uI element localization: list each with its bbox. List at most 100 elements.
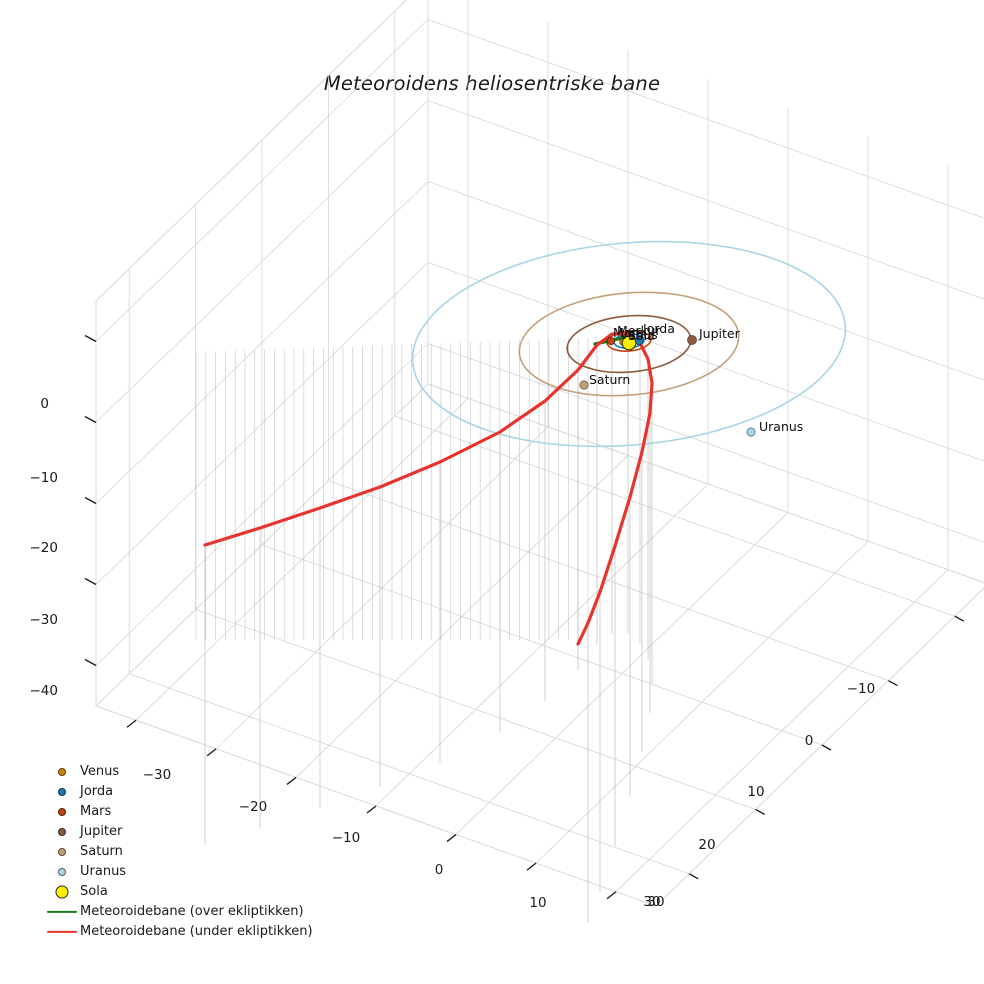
axis-tick [286, 776, 297, 785]
legend-item-uranus[interactable]: Uranus [44, 862, 334, 882]
axis-tick [126, 719, 137, 728]
line-swatch-icon [47, 910, 77, 914]
legend-label: Jupiter [80, 824, 123, 839]
grid-line [95, 262, 429, 585]
grid-line [95, 0, 408, 302]
legend-line-icon-1 [44, 922, 80, 942]
axis-tick [84, 334, 97, 343]
legend-item-line-0[interactable]: Meteoroidebane (over ekliptikken) [44, 902, 334, 922]
grid-line [427, 19, 984, 219]
planet-dot-icon [58, 828, 66, 836]
axis-tick [954, 615, 965, 622]
axis-tick [688, 873, 699, 880]
axis-tick [755, 808, 765, 815]
legend-marker-icon-mars [44, 802, 80, 822]
grid-line [427, 383, 984, 584]
planet-dot-icon [55, 885, 69, 899]
legend-label: Sola [80, 884, 108, 899]
x-tick-label-3: 0 [434, 862, 444, 878]
z-tick-label-2: −20 [29, 540, 59, 556]
x-tick-label-2: −10 [331, 830, 361, 846]
planet-marker-saturn [579, 380, 589, 390]
planet-dot-icon [58, 868, 66, 876]
y-tick-label-1: 0 [804, 733, 814, 749]
orbit-layer [411, 240, 847, 448]
x-tick-label-5: 30 [647, 894, 665, 910]
axis-tick [526, 862, 537, 871]
planet-label-saturn: Saturn [589, 372, 631, 387]
axis-tick [84, 496, 97, 505]
legend-label: Meteoroidebane (under ekliptikken) [80, 924, 313, 939]
grid-line [95, 19, 429, 342]
grid-line [427, 262, 984, 462]
grid-line [261, 544, 823, 746]
legend-item-line-1[interactable]: Meteoroidebane (under ekliptikken) [44, 922, 334, 942]
planet-label-jupiter: Jupiter [699, 326, 740, 341]
planet-marker-mars [606, 336, 616, 346]
legend-marker-icon-uranus [44, 862, 80, 882]
line-swatch-icon [47, 930, 77, 934]
dropline-layer [195, 334, 653, 923]
planet-marker-layer [579, 334, 756, 437]
legend-item-saturn[interactable]: Saturn [44, 842, 334, 862]
planet-dot-icon [58, 768, 66, 776]
axis-tick [888, 680, 898, 687]
legend-marker-icon-venus [44, 762, 80, 782]
axis-tick [446, 834, 457, 843]
z-tick-label-1: −10 [29, 470, 59, 486]
grid-line [95, 100, 429, 423]
planet-dot-icon [58, 808, 66, 816]
x-tick-label-1: −20 [238, 799, 268, 815]
planet-marker-uranus [746, 427, 756, 437]
page-title: Meteoroidens heliosentriske bane [323, 72, 661, 95]
legend-item-jupiter[interactable]: Jupiter [44, 822, 334, 842]
legend-item-mars[interactable]: Mars [44, 802, 334, 822]
axis-tick [84, 658, 97, 667]
legend-marker-icon-jorda [44, 782, 80, 802]
y-tick-label-0: −10 [846, 681, 876, 697]
orbit-Saturn-bane [518, 291, 740, 397]
axis-tick [84, 577, 97, 586]
axis-tick [206, 748, 217, 757]
grid-line [427, 100, 984, 300]
legend-item-venus[interactable]: Venus [44, 762, 334, 782]
tick-mark-layer [84, 334, 965, 900]
z-tick-label-0: 0 [40, 396, 49, 412]
grid-line [195, 609, 756, 810]
legend-marker-icon-saturn [44, 842, 80, 862]
grid-line [427, 181, 984, 381]
grid-line [655, 587, 984, 907]
legend-item-sola[interactable]: Sola [44, 882, 334, 902]
legend-label: Mars [80, 804, 112, 819]
legend-label: Jorda [80, 784, 114, 799]
z-tick-label-4: −40 [29, 683, 59, 699]
planet-label-uranus: Uranus [759, 419, 804, 434]
planet-marker-sola [621, 335, 637, 351]
planet-label-sola: Sola [628, 328, 655, 343]
planet-dot-icon [58, 848, 66, 856]
axis-tick [606, 891, 617, 900]
planet-label-venus: Venus [620, 327, 658, 342]
trajectory-below-ecliptic [203, 332, 654, 646]
grid-line [427, 343, 984, 543]
legend: Venus Jorda Mars Jupiter Saturn Uranus Sola Met… [44, 762, 334, 942]
axis-tick [366, 805, 377, 814]
x-tick-label-0: −30 [142, 767, 172, 783]
axis-tick [84, 415, 97, 424]
planet-label-jorda: Jorda [643, 321, 675, 336]
legend-item-jorda[interactable]: Jorda [44, 782, 334, 802]
grid-line [394, 415, 955, 617]
legend-label: Meteoroidebane (over ekliptikken) [80, 904, 304, 919]
axis-tick [821, 744, 832, 751]
planet-label-merkur: Merkur [617, 323, 661, 338]
orbit-Uranus-bane [411, 240, 847, 448]
y-tick-label-3: 20 [698, 837, 716, 853]
legend-label: Venus [80, 764, 120, 779]
legend-line-icon-0 [44, 902, 80, 922]
x-tick-label-4: 10 [529, 895, 547, 911]
planet-marker-jupiter [687, 334, 698, 345]
legend-marker-icon-sola [44, 882, 80, 902]
legend-label: Uranus [80, 864, 127, 879]
grid-line [328, 480, 889, 681]
